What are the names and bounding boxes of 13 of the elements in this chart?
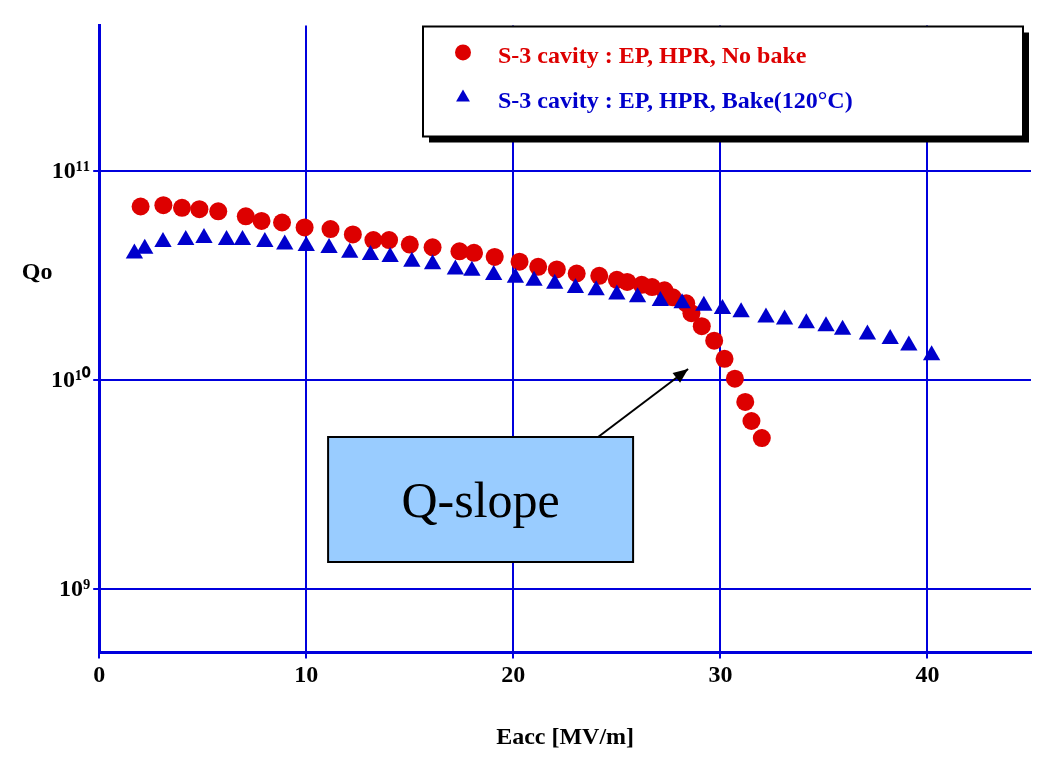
y-tick-label: 10¹¹ — [51, 156, 91, 183]
x-tick-label: 40 — [915, 661, 940, 687]
x-tick-label: 0 — [93, 661, 106, 687]
legend-label: S-3 cavity : EP, HPR, Bake(120°C) — [498, 86, 853, 113]
legend-label: S-3 cavity : EP, HPR, No bake — [498, 41, 807, 68]
y-tick-label: 10¹⁰ — [50, 365, 92, 392]
x-tick-label: 20 — [501, 661, 526, 687]
x-tick-label: 30 — [708, 661, 733, 687]
x-axis-title: Eacc [MV/m] — [496, 722, 635, 749]
annotation: Q-slope — [401, 471, 560, 528]
x-tick-label: 10 — [294, 661, 319, 687]
y-tick-label: 10⁹ — [58, 574, 91, 601]
y-axis-title: Qo — [21, 257, 53, 284]
